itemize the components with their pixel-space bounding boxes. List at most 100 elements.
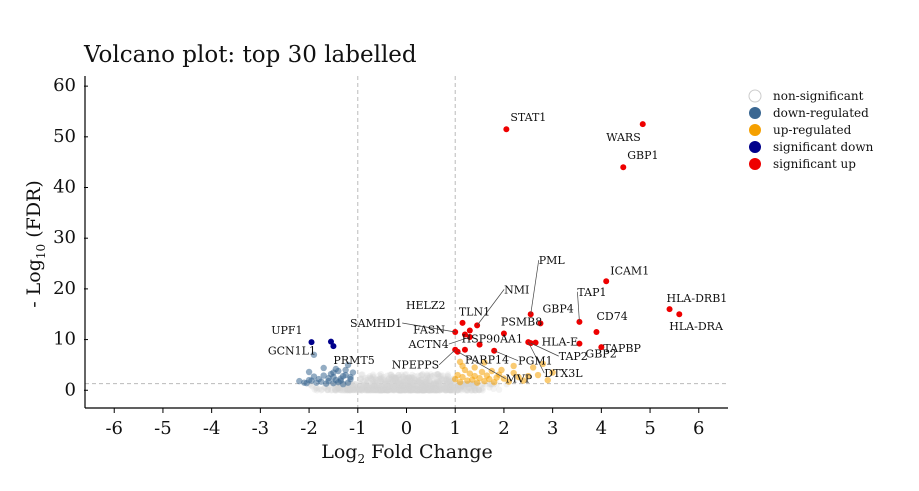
non-significant-point: [363, 379, 371, 386]
non-significant-point: [435, 380, 443, 387]
non-significant-point: [399, 387, 406, 394]
non-significant-point: [412, 386, 420, 394]
non-significant-point: [349, 386, 357, 393]
non-significant-point: [451, 383, 458, 390]
non-significant-point: [443, 386, 450, 394]
non-significant-point: [392, 375, 399, 383]
non-significant-point: [379, 380, 386, 388]
non-significant-point: [367, 385, 374, 392]
non-significant-point: [410, 387, 417, 394]
non-significant-point: [358, 371, 365, 378]
non-significant-point: [358, 387, 366, 394]
non-significant-point: [415, 387, 422, 394]
non-significant-point: [333, 387, 340, 394]
non-significant-point: [369, 379, 377, 387]
non-significant-point: [408, 374, 416, 381]
y-axis-title-subscript: 10: [34, 244, 48, 259]
non-significant-point: [434, 371, 442, 378]
non-significant-point: [373, 376, 380, 384]
non-significant-point: [404, 384, 412, 392]
non-significant-point: [353, 387, 360, 394]
non-significant-point: [435, 386, 443, 393]
non-significant-point: [400, 378, 407, 386]
non-significant-point: [414, 380, 422, 388]
non-significant-point: [359, 384, 366, 391]
down-regulated-point: [305, 368, 313, 376]
non-significant-point: [438, 384, 445, 391]
non-significant-point: [345, 386, 352, 393]
non-significant-point: [408, 385, 416, 393]
label-leader-line: [476, 289, 505, 326]
non-significant-point: [436, 384, 443, 391]
non-significant-point: [406, 384, 413, 392]
non-significant-point: [344, 384, 351, 391]
non-significant-point: [439, 380, 447, 387]
non-significant-point: [375, 387, 382, 394]
non-significant-point: [380, 376, 388, 383]
non-significant-point: [450, 387, 457, 394]
non-significant-point: [384, 383, 391, 390]
non-significant-point: [395, 376, 403, 384]
non-significant-point: [366, 372, 374, 380]
non-significant-point: [383, 386, 390, 393]
gene-label: ACTN4: [407, 338, 448, 351]
gene-label: PSMB8: [501, 315, 542, 328]
up-regulated-series: [452, 358, 556, 386]
up-regulated-point: [498, 366, 505, 374]
non-significant-point: [373, 386, 381, 394]
non-significant-point: [394, 379, 402, 386]
non-significant-point: [426, 386, 434, 394]
non-significant-point: [385, 384, 392, 391]
non-significant-point: [405, 387, 413, 394]
non-significant-point: [404, 383, 411, 391]
non-significant-point: [419, 380, 426, 387]
legend-label: significant up: [773, 157, 856, 171]
up-regulated-point: [459, 373, 466, 381]
non-significant-point: [486, 384, 493, 391]
gene-label: DTX3L: [544, 367, 583, 380]
non-significant-point: [444, 383, 452, 391]
non-significant-point: [363, 385, 370, 392]
non-significant-point: [427, 385, 434, 392]
non-significant-point: [368, 386, 375, 394]
non-significant-point: [418, 372, 425, 379]
non-significant-point: [443, 376, 450, 383]
non-significant-point: [464, 387, 471, 394]
non-significant-point: [372, 376, 380, 384]
non-significant-point: [428, 383, 436, 390]
non-significant-point: [426, 387, 433, 394]
up-regulated-point: [534, 371, 542, 379]
non-significant-point: [356, 376, 364, 383]
non-significant-point: [406, 374, 413, 381]
non-significant-point: [419, 385, 426, 392]
non-significant-point: [447, 381, 454, 389]
non-significant-point: [350, 382, 357, 389]
non-significant-point: [424, 386, 432, 393]
non-significant-point: [410, 382, 417, 389]
significant-up-point: [639, 121, 646, 128]
significant-up-point: [461, 346, 468, 353]
non-significant-point: [436, 373, 443, 380]
non-significant-point: [400, 381, 407, 388]
legend-marker: [749, 158, 761, 170]
non-significant-point: [425, 387, 432, 394]
non-significant-point: [402, 386, 410, 394]
down-regulated-point: [322, 380, 330, 387]
non-significant-point: [447, 386, 455, 394]
non-significant-point: [414, 386, 421, 393]
non-significant-point: [415, 378, 423, 386]
non-significant-cloud: [306, 370, 510, 394]
non-significant-point: [406, 385, 413, 392]
non-significant-point: [423, 372, 431, 379]
non-significant-point: [447, 386, 454, 394]
non-significant-point: [425, 380, 432, 387]
non-significant-point: [431, 371, 438, 379]
gene-label: HSP90AA1: [462, 333, 523, 346]
non-significant-point: [405, 386, 412, 394]
non-significant-point: [403, 383, 411, 391]
non-significant-point: [447, 387, 455, 394]
non-significant-point: [422, 385, 429, 392]
non-significant-point: [367, 375, 374, 382]
non-significant-point: [360, 381, 368, 388]
non-significant-point: [382, 384, 390, 391]
